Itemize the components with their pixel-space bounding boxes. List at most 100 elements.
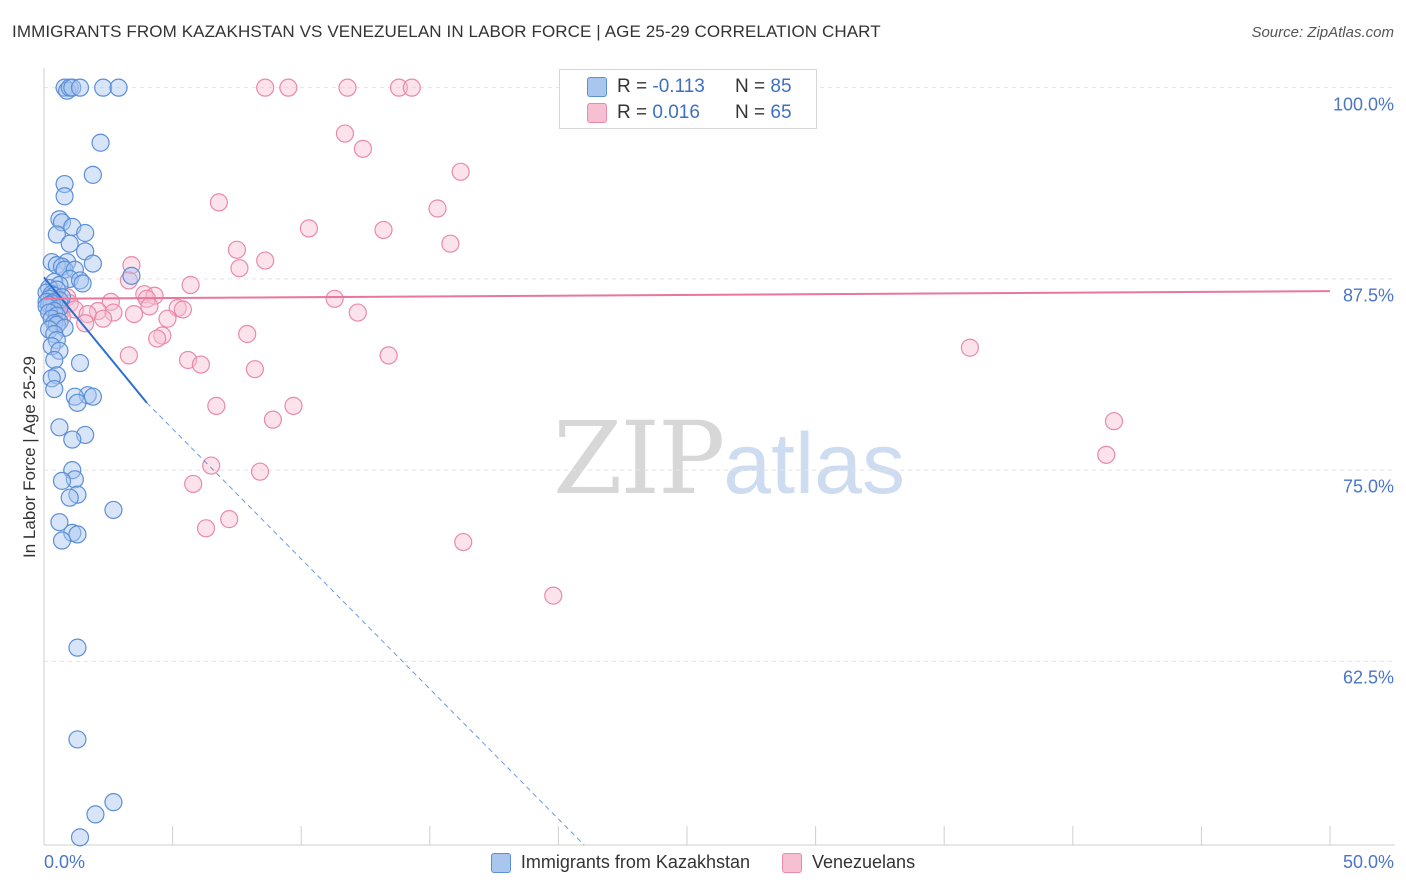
- data-point-venezuelan: [441, 234, 460, 253]
- data-point-kazakhstan: [91, 133, 110, 152]
- y-tick-label: 62.5%: [1342, 667, 1394, 688]
- legend-r-label: R =: [617, 102, 648, 123]
- data-point-venezuelan: [220, 510, 239, 529]
- legend-r-value: 0.016: [652, 102, 700, 123]
- data-point-kazakhstan: [68, 393, 87, 412]
- y-tick-label: 75.0%: [1342, 476, 1394, 497]
- data-point-venezuelan: [207, 396, 226, 415]
- data-point-kazakhstan: [50, 341, 69, 360]
- trend-line-kazakhstan-extension: [146, 402, 585, 846]
- data-point-kazakhstan: [109, 78, 128, 97]
- data-point-kazakhstan: [122, 266, 141, 285]
- legend-n-label: N =: [735, 102, 766, 123]
- data-point-venezuelan: [263, 410, 283, 429]
- legend-swatch-venezuelan: [587, 103, 607, 123]
- data-point-venezuelan: [124, 304, 144, 324]
- watermark-atlas: atlas: [723, 416, 905, 512]
- data-point-venezuelan: [181, 275, 200, 295]
- data-point-venezuelan: [402, 78, 421, 97]
- watermark: ZIPatlas: [553, 400, 905, 517]
- data-point-venezuelan: [348, 303, 367, 322]
- data-point-venezuelan: [148, 329, 167, 348]
- data-point-kazakhstan: [70, 271, 90, 290]
- legend-n-label: N =: [735, 76, 766, 97]
- data-point-venezuelan: [256, 78, 275, 97]
- data-point-venezuelan: [451, 162, 470, 181]
- legend-n-value: 85: [770, 76, 792, 97]
- legend-n-venezuelan: N = 65: [735, 102, 792, 124]
- data-point-venezuelan: [184, 474, 203, 494]
- data-point-venezuelan: [256, 251, 275, 270]
- data-point-kazakhstan: [65, 260, 84, 279]
- series-legend-label: Venezuelans: [811, 852, 916, 872]
- data-point-venezuelan: [209, 193, 228, 212]
- legend-n-value: 65: [770, 102, 792, 123]
- data-point-kazakhstan: [76, 223, 95, 243]
- data-point-kazakhstan: [52, 471, 72, 490]
- data-point-kazakhstan: [104, 793, 123, 812]
- chart-title: IMMIGRANTS FROM KAZAKHSTAN VS VENEZUELAN…: [12, 22, 881, 41]
- data-point-venezuelan: [389, 78, 409, 97]
- data-point-venezuelan: [104, 303, 123, 322]
- legend-n-kazakhstan: N = 85: [735, 76, 792, 98]
- legend-row-venezuelan: R = 0.016 N = 65: [560, 100, 792, 126]
- data-point-venezuelan: [960, 338, 980, 357]
- data-point-venezuelan: [202, 456, 221, 475]
- data-point-venezuelan: [325, 289, 344, 308]
- data-point-kazakhstan: [50, 418, 69, 437]
- data-point-kazakhstan: [83, 254, 102, 273]
- data-point-venezuelan: [279, 78, 298, 97]
- series-legend: Immigrants from Kazakhstan Venezuelans: [0, 852, 1406, 873]
- data-point-kazakhstan: [70, 828, 90, 847]
- data-point-kazakhstan: [60, 234, 79, 253]
- data-point-venezuelan: [245, 360, 265, 379]
- legend-row-kazakhstan: R = -0.113 N = 85: [560, 74, 792, 100]
- data-point-kazakhstan: [83, 165, 102, 184]
- x-tick-label-min: 0.0%: [44, 852, 86, 872]
- series-swatch-venezuelans: [781, 852, 802, 873]
- data-point-venezuelan: [122, 256, 141, 275]
- series-swatch-kazakhstan: [490, 852, 511, 873]
- data-point-venezuelan: [353, 139, 373, 158]
- x-tick-label-max: 50.0%: [1342, 852, 1394, 872]
- data-point-venezuelan: [454, 532, 473, 552]
- legend-swatch-kazakhstan: [587, 77, 607, 97]
- data-point-kazakhstan: [55, 78, 74, 97]
- data-point-venezuelan: [284, 396, 303, 415]
- data-point-kazakhstan: [68, 638, 87, 657]
- data-point-venezuelan: [299, 219, 319, 238]
- data-point-venezuelan: [153, 326, 172, 345]
- watermark-zip: ZIP: [553, 400, 725, 517]
- data-point-venezuelan: [140, 297, 159, 316]
- data-point-venezuelan: [94, 309, 113, 328]
- data-point-venezuelan: [338, 78, 357, 97]
- data-point-venezuelan: [335, 124, 355, 143]
- data-point-venezuelan: [76, 314, 95, 333]
- data-point-kazakhstan: [63, 430, 82, 449]
- data-point-venezuelan: [173, 300, 192, 319]
- data-point-kazakhstan: [83, 387, 102, 406]
- data-point-venezuelan: [428, 199, 447, 218]
- data-point-venezuelan: [1097, 445, 1116, 464]
- legend-r-kazakhstan: R = -0.113: [617, 76, 713, 98]
- data-point-kazakhstan: [55, 187, 74, 206]
- data-point-kazakhstan: [42, 369, 61, 388]
- data-point-venezuelan: [250, 462, 270, 481]
- series-legend-label: Immigrants from Kazakhstan: [520, 852, 750, 872]
- source-credit: Source: ZipAtlas.com: [1251, 24, 1394, 41]
- legend-r-value: -0.113: [652, 76, 705, 97]
- data-point-kazakhstan: [63, 78, 82, 97]
- series-legend-kazakhstan[interactable]: Immigrants from Kazakhstan: [490, 852, 750, 873]
- data-point-venezuelan: [374, 220, 393, 240]
- correlation-legend: R = -0.113 N = 85 R = 0.016 N = 65: [559, 69, 817, 129]
- y-tick-label: 87.5%: [1342, 285, 1394, 306]
- legend-r-label: R =: [617, 76, 648, 97]
- data-point-kazakhstan: [60, 488, 79, 507]
- data-point-venezuelan: [227, 240, 246, 259]
- series-legend-venezuelans[interactable]: Venezuelans: [781, 852, 916, 873]
- data-point-venezuelan: [544, 586, 563, 605]
- data-point-kazakhstan: [104, 500, 123, 520]
- data-point-kazakhstan: [45, 350, 64, 370]
